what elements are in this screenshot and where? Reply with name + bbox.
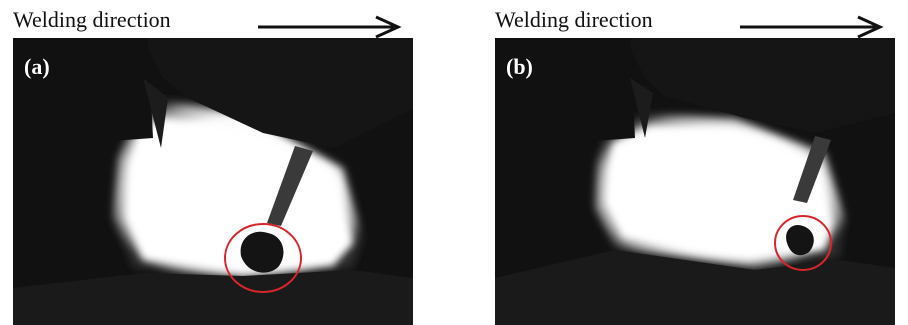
caption-row-a: Welding direction	[13, 6, 413, 38]
welding-direction-caption: Welding direction	[13, 7, 171, 32]
arrow-right-icon	[258, 15, 402, 38]
figure-panel-b: Welding direction	[495, 0, 895, 325]
weld-pool-photo-a: (a)	[13, 38, 413, 325]
caption-row-b: Welding direction	[495, 6, 895, 38]
weld-pool-photo-b: (b)	[495, 38, 895, 325]
arrow-right-icon	[740, 15, 884, 38]
weld-pool-image	[495, 38, 895, 325]
figure-panel-a: Welding direction	[13, 0, 413, 325]
weld-pool-image	[13, 38, 413, 325]
panel-label-b: (b)	[506, 54, 533, 79]
welding-direction-caption: Welding direction	[495, 7, 653, 32]
panel-label-a: (a)	[24, 54, 50, 79]
